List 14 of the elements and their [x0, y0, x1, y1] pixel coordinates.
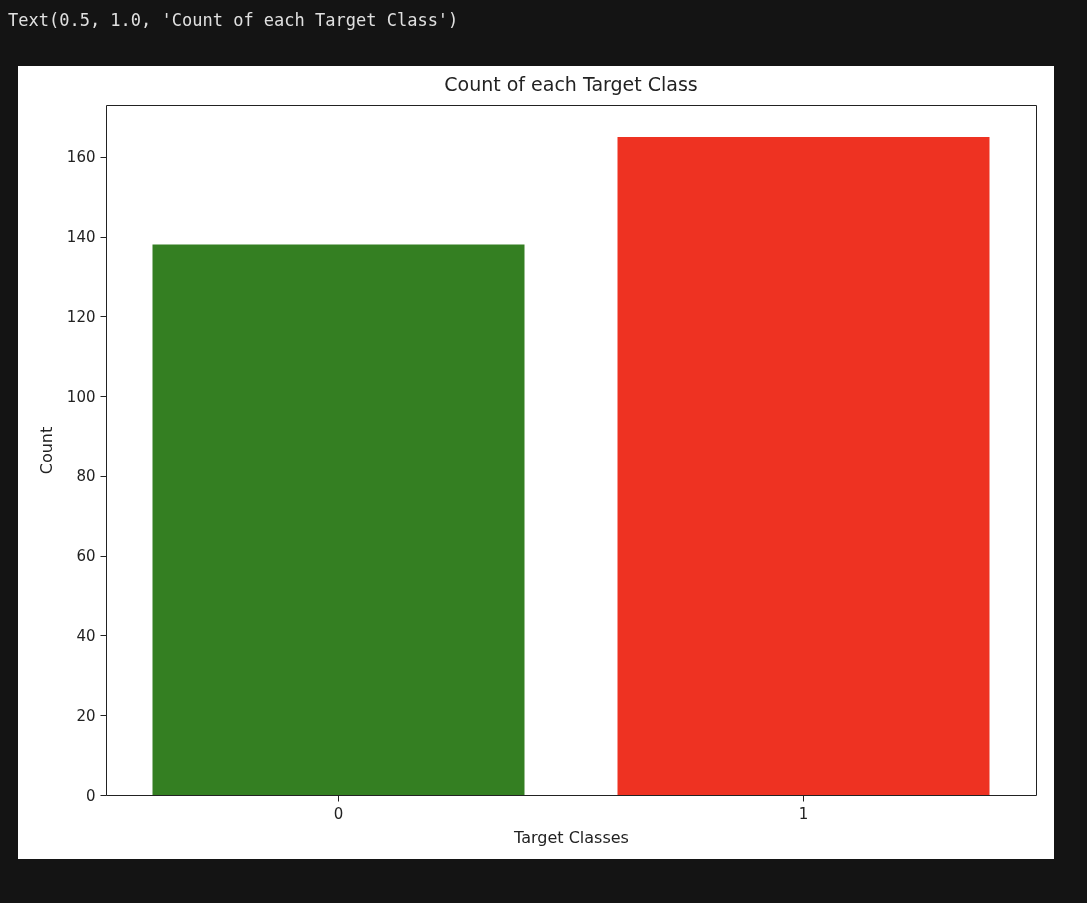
y-tick-label: 160 [66, 148, 96, 167]
chart-title: Count of each Target Class [444, 73, 698, 95]
y-tick-label: 0 [85, 786, 96, 805]
y-tick-label: 120 [66, 307, 96, 326]
y-tick-label: 80 [76, 467, 96, 486]
y-tick-label: 140 [66, 228, 96, 247]
y-tick-label: 20 [76, 706, 96, 725]
text: Text(0.5, 1.0, 'Count of each Target Class') [8, 10, 459, 30]
y-axis-title: Count [36, 426, 56, 475]
y-tick-label: 60 [76, 547, 96, 566]
y-tick-label: 100 [66, 387, 96, 406]
x-tick-label: 1 [798, 804, 809, 823]
y-tick-label: 40 [76, 626, 96, 645]
x-axis-title: Target Classes [513, 827, 629, 847]
